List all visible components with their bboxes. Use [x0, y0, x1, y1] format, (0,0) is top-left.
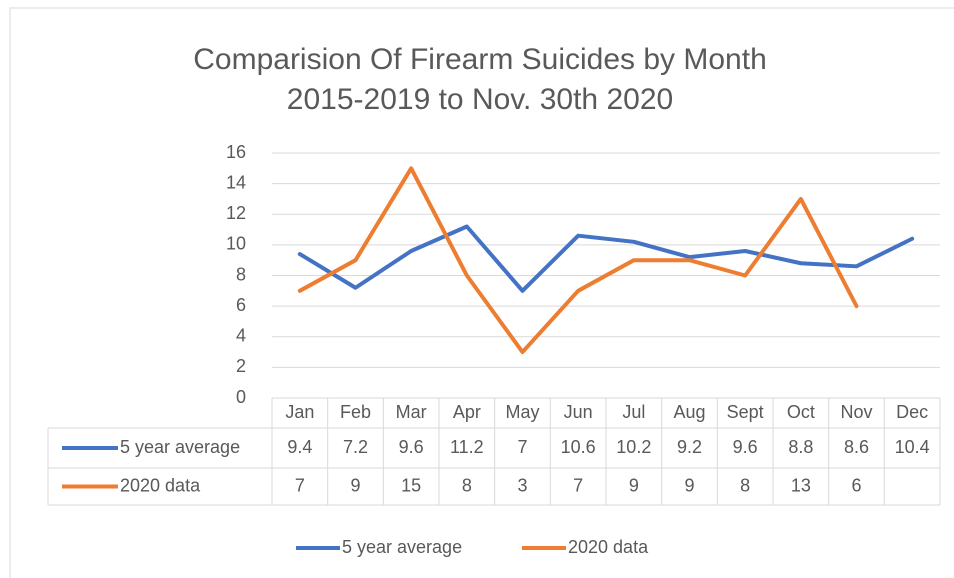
y-tick-label: 10 [226, 234, 246, 254]
table-cell: 9.6 [399, 437, 424, 457]
series-line [297, 166, 859, 355]
series-line [297, 224, 915, 293]
x-tick-label: Jun [564, 402, 593, 422]
table-cell: 8 [740, 475, 750, 495]
x-tick-label: Mar [396, 402, 427, 422]
table-cell: 10.4 [895, 437, 930, 457]
table-cell: 10.2 [616, 437, 651, 457]
y-tick-label: 2 [236, 356, 246, 376]
table-row-header: 2020 data [120, 475, 201, 495]
legend-label: 2020 data [568, 537, 649, 557]
table-cell: 9 [684, 475, 694, 495]
chart-border [9, 7, 954, 578]
table-cell: 8.6 [844, 437, 869, 457]
x-tick-label: Dec [896, 402, 928, 422]
table-cell: 10.6 [561, 437, 596, 457]
x-tick-label: Jul [622, 402, 645, 422]
table-cell: 7.2 [343, 437, 368, 457]
table-cell: 11.2 [450, 437, 484, 457]
chart-title: Comparision Of Firearm Suicides by Month… [193, 43, 767, 116]
legend-label: 5 year average [342, 537, 462, 557]
y-tick-label: 12 [226, 203, 246, 223]
table-cell: 8 [462, 475, 472, 495]
table-cell: 6 [851, 475, 861, 495]
y-tick-label: 8 [236, 264, 246, 284]
y-tick-label: 6 [236, 295, 246, 315]
table-row-header: 5 year average [120, 437, 240, 457]
y-tick-label: 4 [236, 326, 246, 346]
x-tick-label: Sept [727, 402, 764, 422]
x-tick-label: Apr [453, 402, 481, 422]
table-cell: 9.6 [733, 437, 758, 457]
y-tick-label: 16 [226, 142, 246, 162]
x-tick-label: Feb [340, 402, 371, 422]
table-cell: 7 [517, 437, 527, 457]
x-tick-label: Jan [285, 402, 314, 422]
table-cell: 9.2 [677, 437, 702, 457]
table-cell: 9 [629, 475, 639, 495]
table-cell: 8.8 [788, 437, 813, 457]
x-tick-label: Aug [673, 402, 705, 422]
table-cell: 3 [517, 475, 527, 495]
table-cell: 7 [573, 475, 583, 495]
x-tick-label: May [505, 402, 539, 422]
table-cell: 13 [791, 475, 811, 495]
x-tick-label: Nov [840, 402, 872, 422]
y-tick-label: 14 [226, 172, 246, 192]
table-cell: 9.4 [287, 437, 312, 457]
table-cell: 9 [350, 475, 360, 495]
x-tick-label: Oct [787, 402, 815, 422]
table-cell: 7 [295, 475, 305, 495]
y-tick-label: 0 [236, 387, 246, 407]
table-cell: 15 [401, 475, 421, 495]
